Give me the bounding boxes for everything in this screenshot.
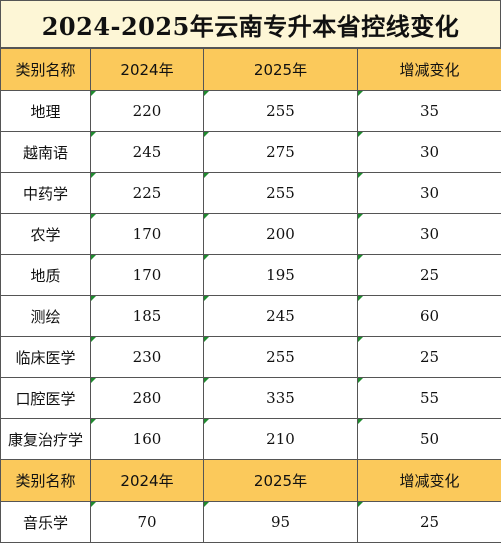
row-category: 临床医学 bbox=[1, 337, 91, 378]
cell-marker bbox=[91, 337, 96, 342]
row-2025: 210 bbox=[204, 419, 358, 460]
table-row: 音乐学 70 95 25 bbox=[1, 502, 501, 543]
row-change: 25 bbox=[358, 502, 501, 543]
cell-marker bbox=[358, 296, 363, 301]
cell-marker bbox=[91, 502, 96, 507]
table-header-row-2: 类别名称 2024年 2025年 增减变化 bbox=[1, 460, 501, 502]
row-2025: 275 bbox=[204, 132, 358, 173]
table-row: 临床医学 230 255 25 bbox=[1, 337, 501, 378]
table-row: 地质 170 195 25 bbox=[1, 255, 501, 296]
table-title: 2024-2025年云南专升本省控线变化 bbox=[0, 0, 501, 48]
row-2024: 225 bbox=[91, 173, 204, 214]
row-2025: 95 bbox=[204, 502, 358, 543]
cell-marker bbox=[91, 378, 96, 383]
row-category: 农学 bbox=[1, 214, 91, 255]
row-2024: 170 bbox=[91, 214, 204, 255]
cell-marker bbox=[358, 132, 363, 137]
row-category: 地理 bbox=[1, 91, 91, 132]
cell-marker bbox=[358, 173, 363, 178]
row-2024: 245 bbox=[91, 132, 204, 173]
cell-marker bbox=[204, 378, 209, 383]
cell-marker bbox=[358, 419, 363, 424]
cell-marker bbox=[91, 296, 96, 301]
row-2024: 170 bbox=[91, 255, 204, 296]
row-2024: 70 bbox=[91, 502, 204, 543]
row-2025: 245 bbox=[204, 296, 358, 337]
score-table: 类别名称 2024年 2025年 增减变化 地理 220 255 35 越南语 … bbox=[0, 48, 501, 543]
row-change: 55 bbox=[358, 378, 501, 419]
cell-marker bbox=[91, 214, 96, 219]
row-change: 60 bbox=[358, 296, 501, 337]
table-row: 农学 170 200 30 bbox=[1, 214, 501, 255]
header-category: 类别名称 bbox=[1, 460, 91, 502]
row-2025: 200 bbox=[204, 214, 358, 255]
row-category: 测绘 bbox=[1, 296, 91, 337]
cell-marker bbox=[204, 132, 209, 137]
cell-marker bbox=[204, 214, 209, 219]
table-row: 地理 220 255 35 bbox=[1, 91, 501, 132]
row-2024: 160 bbox=[91, 419, 204, 460]
header-2025: 2025年 bbox=[204, 49, 358, 91]
row-2024: 185 bbox=[91, 296, 204, 337]
row-change: 30 bbox=[358, 214, 501, 255]
row-2025: 255 bbox=[204, 91, 358, 132]
row-category: 中药学 bbox=[1, 173, 91, 214]
row-change: 30 bbox=[358, 132, 501, 173]
row-change: 30 bbox=[358, 173, 501, 214]
cell-marker bbox=[204, 173, 209, 178]
row-category: 音乐学 bbox=[1, 502, 91, 543]
row-2025: 255 bbox=[204, 337, 358, 378]
row-2024: 220 bbox=[91, 91, 204, 132]
cell-marker bbox=[91, 419, 96, 424]
row-category: 越南语 bbox=[1, 132, 91, 173]
row-category: 康复治疗学 bbox=[1, 419, 91, 460]
table-row: 康复治疗学 160 210 50 bbox=[1, 419, 501, 460]
table-row: 口腔医学 280 335 55 bbox=[1, 378, 501, 419]
table-row: 中药学 225 255 30 bbox=[1, 173, 501, 214]
cell-marker bbox=[204, 296, 209, 301]
row-2024: 280 bbox=[91, 378, 204, 419]
row-change: 25 bbox=[358, 255, 501, 296]
header-2024: 2024年 bbox=[91, 460, 204, 502]
cell-marker bbox=[358, 91, 363, 96]
cell-marker bbox=[91, 255, 96, 260]
cell-marker bbox=[91, 91, 96, 96]
cell-marker bbox=[358, 337, 363, 342]
header-change: 增减变化 bbox=[358, 49, 501, 91]
row-change: 35 bbox=[358, 91, 501, 132]
header-2025: 2025年 bbox=[204, 460, 358, 502]
cell-marker bbox=[358, 255, 363, 260]
header-2024: 2024年 bbox=[91, 49, 204, 91]
cell-marker bbox=[358, 378, 363, 383]
table-header-row: 类别名称 2024年 2025年 增减变化 bbox=[1, 49, 501, 91]
header-category: 类别名称 bbox=[1, 49, 91, 91]
row-category: 地质 bbox=[1, 255, 91, 296]
row-category: 口腔医学 bbox=[1, 378, 91, 419]
row-change: 50 bbox=[358, 419, 501, 460]
row-2025: 335 bbox=[204, 378, 358, 419]
cell-marker bbox=[204, 419, 209, 424]
header-change: 增减变化 bbox=[358, 460, 501, 502]
cell-marker bbox=[91, 132, 96, 137]
row-2024: 230 bbox=[91, 337, 204, 378]
row-2025: 195 bbox=[204, 255, 358, 296]
cell-marker bbox=[204, 255, 209, 260]
cell-marker bbox=[358, 502, 363, 507]
table-row: 测绘 185 245 60 bbox=[1, 296, 501, 337]
cell-marker bbox=[204, 91, 209, 96]
row-2025: 255 bbox=[204, 173, 358, 214]
row-change: 25 bbox=[358, 337, 501, 378]
cell-marker bbox=[358, 214, 363, 219]
cell-marker bbox=[91, 173, 96, 178]
table-row: 越南语 245 275 30 bbox=[1, 132, 501, 173]
cell-marker bbox=[204, 337, 209, 342]
cell-marker bbox=[204, 502, 209, 507]
